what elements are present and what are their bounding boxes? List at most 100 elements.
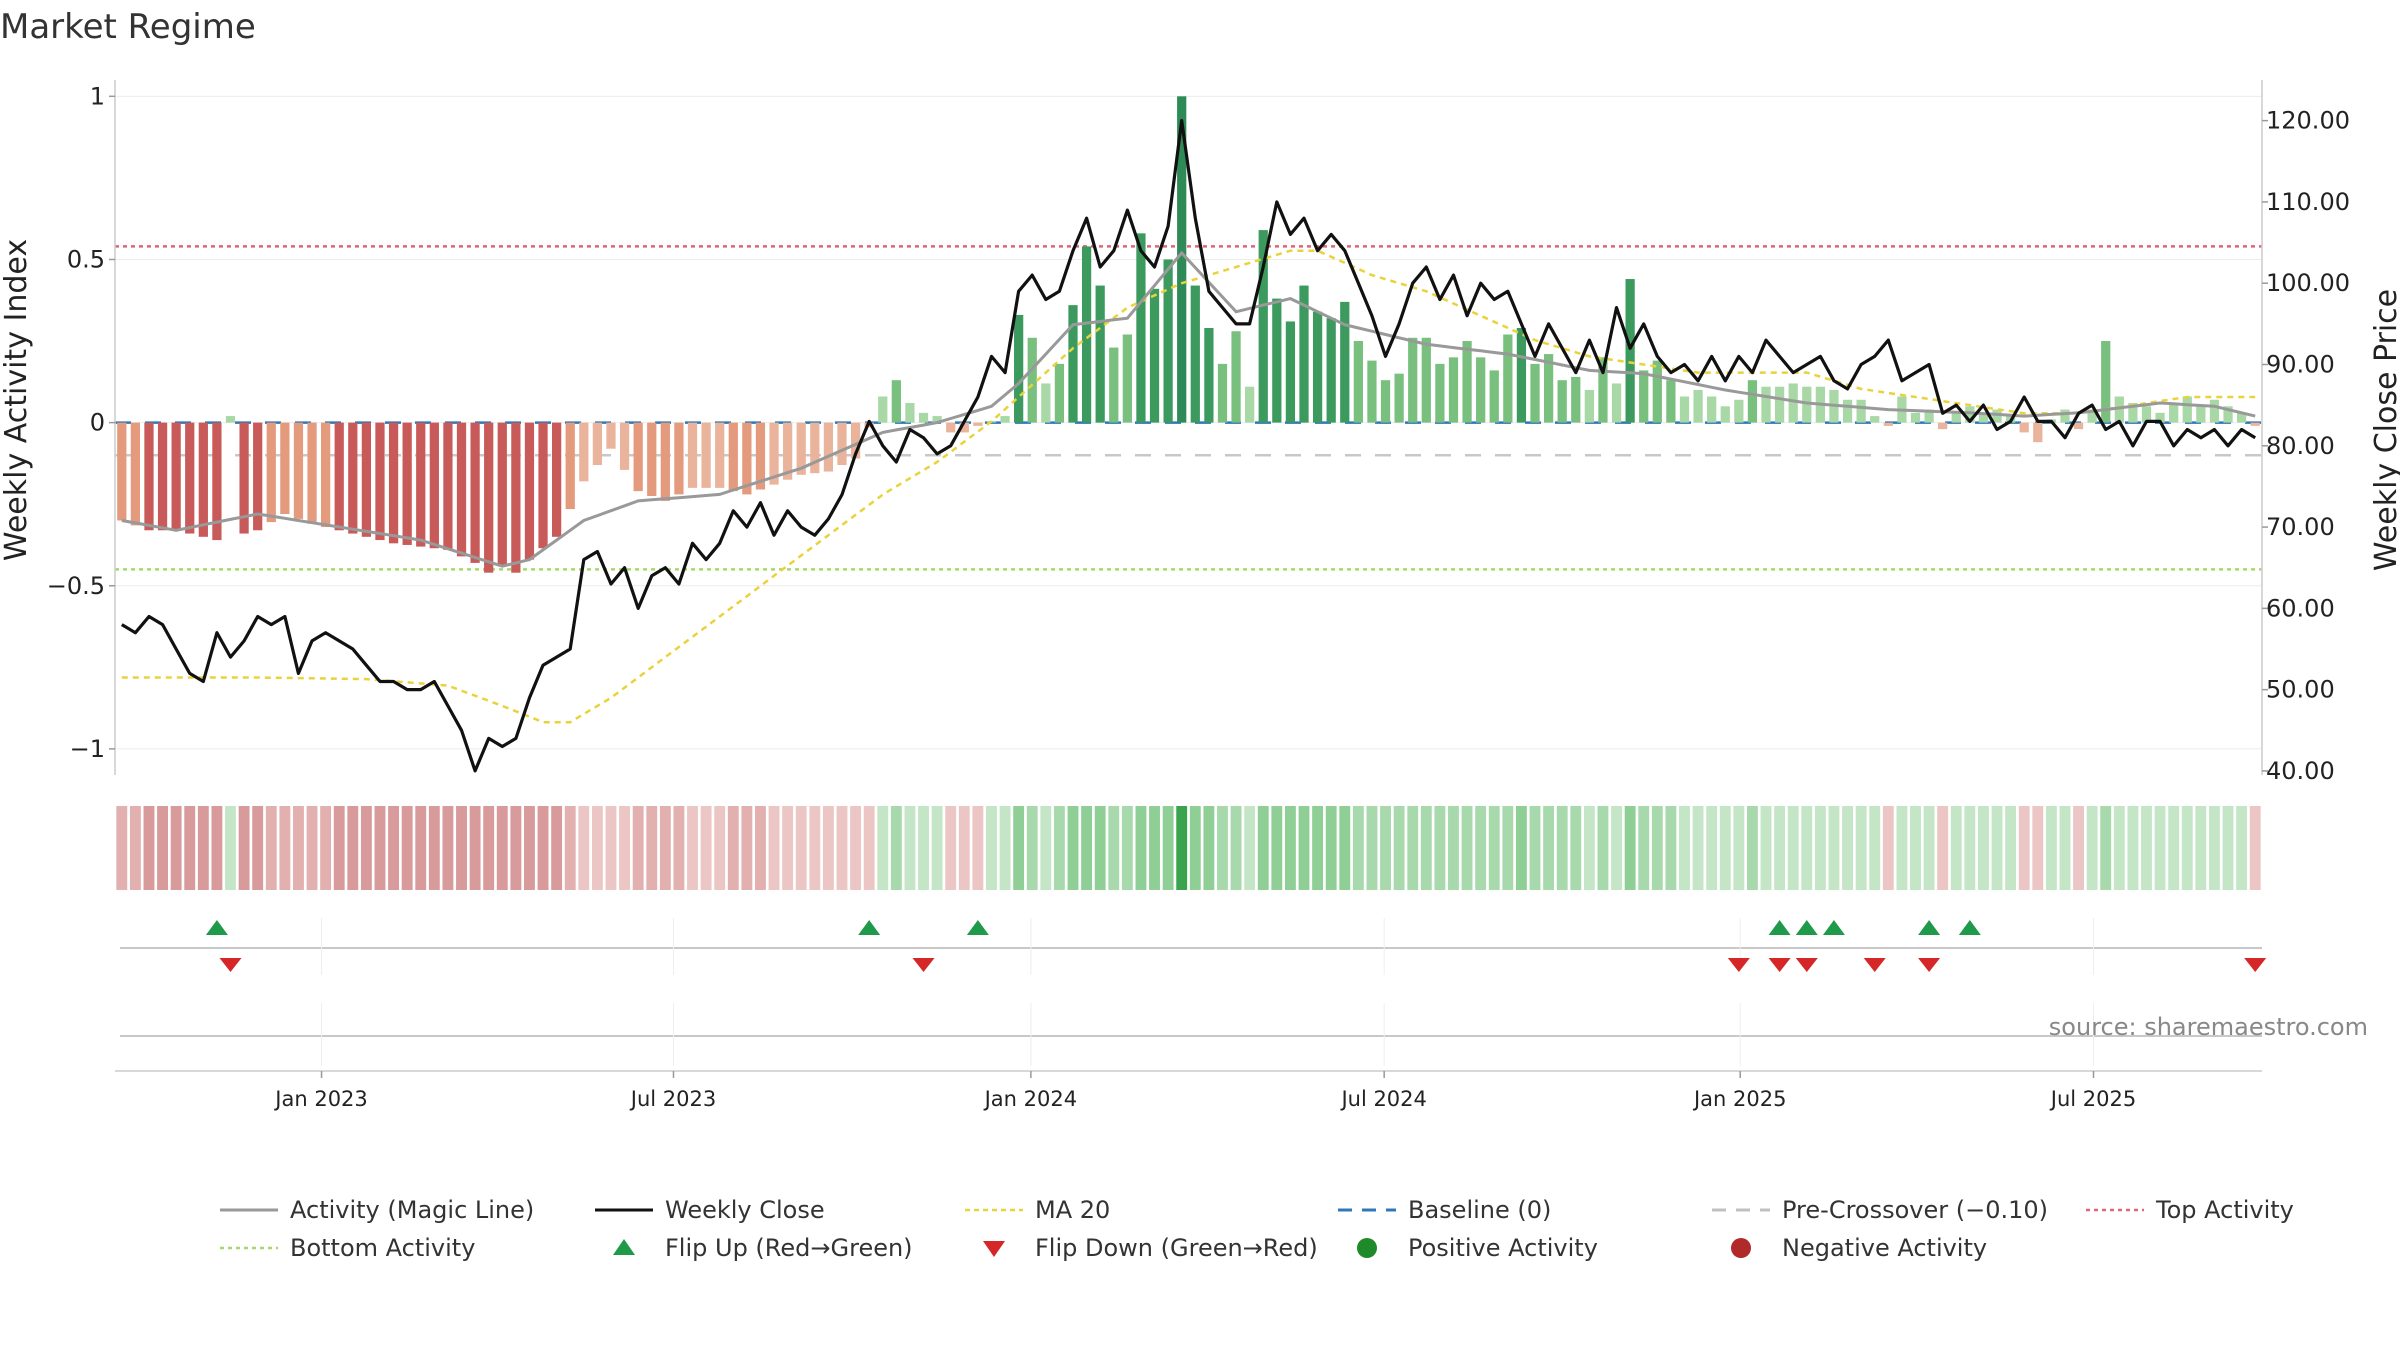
- activity-bar: [606, 422, 616, 449]
- activity-bar: [321, 422, 331, 528]
- right-axis-ticks: 120.00 110.00 100.00 90.00 80.00 70.00 60.00 50…: [2262, 107, 2350, 785]
- regime-strip-cell: [1760, 806, 1772, 890]
- activity-bar: [837, 422, 847, 466]
- regime-strip-cell: [1244, 806, 1256, 890]
- regime-strip-cell: [1733, 806, 1745, 890]
- activity-bar: [1747, 380, 1758, 423]
- regime-strip-cell: [211, 806, 223, 890]
- activity-bar: [361, 422, 372, 537]
- regime-strip-cell: [2059, 806, 2071, 890]
- activity-bar: [1774, 386, 1785, 423]
- regime-strip-cell: [1502, 806, 1514, 890]
- flip-down-marker: [219, 958, 242, 972]
- regime-strip-cell: [1991, 806, 2003, 890]
- regime-strip-cell: [1352, 806, 1364, 890]
- left-axis-label: Weekly Activity Index: [0, 239, 34, 561]
- right-tick-label: 110.00: [2266, 188, 2350, 216]
- activity-bar: [1992, 409, 2002, 423]
- activity-bar: [1177, 96, 1187, 423]
- activity-bar: [2114, 396, 2124, 423]
- regime-strip-cell: [197, 806, 209, 890]
- activity-bar: [334, 422, 344, 531]
- activity-bar: [266, 422, 276, 523]
- axes: [114, 80, 2263, 775]
- activity-bar: [728, 422, 738, 492]
- activity-bar: [171, 422, 181, 531]
- activity-bar: [1856, 399, 1866, 423]
- date-tick-label: Jan 2023: [273, 1087, 368, 1111]
- activity-bar: [2223, 406, 2233, 423]
- regime-strip-cell: [659, 806, 671, 890]
- reference-lines: [115, 245, 2262, 571]
- regime-strip-cell: [958, 806, 970, 890]
- activity-bar: [687, 422, 698, 488]
- regime-strip-cell: [836, 806, 848, 890]
- regime-strip-cell: [1719, 806, 1731, 890]
- activity-bar: [1910, 412, 1921, 423]
- activity-bar: [2209, 399, 2220, 423]
- activity-bar: [185, 422, 195, 534]
- activity-bar: [633, 422, 643, 492]
- activity-bar: [2033, 422, 2043, 443]
- regime-strip-cell: [537, 806, 549, 890]
- activity-bar: [1489, 370, 1499, 423]
- activity-bar: [1543, 354, 1554, 423]
- activity-bar: [783, 422, 793, 480]
- flip-up-marker: [1822, 920, 1845, 935]
- activity-bar: [1802, 386, 1812, 423]
- activity-bar: [239, 422, 249, 534]
- regime-strip-cell: [591, 806, 603, 890]
- legend-label: Baseline (0): [1408, 1196, 1551, 1224]
- regime-strip-cell: [1950, 806, 1962, 890]
- regime-strip-cell: [333, 806, 345, 890]
- activity-bar: [1353, 341, 1363, 423]
- regime-strip-cell: [442, 806, 454, 890]
- activity-bar: [1312, 311, 1323, 423]
- regime-strip-cell: [1842, 806, 1853, 890]
- regime-strip-cell: [1380, 806, 1391, 890]
- regime-strip-cell: [1189, 806, 1201, 890]
- activity-bar: [1571, 376, 1581, 423]
- date-tick-label: Jan 2025: [1692, 1087, 1787, 1111]
- activity-bar: [130, 422, 141, 526]
- regime-strip-cell: [890, 806, 902, 890]
- left-tick-label: −1: [70, 735, 105, 763]
- regime-strip: [116, 806, 2261, 890]
- legend-swatch: [983, 1241, 1005, 1257]
- regime-strip-cell: [1366, 806, 1378, 890]
- activity-bar: [443, 422, 453, 550]
- regime-strip-cell: [1583, 806, 1595, 890]
- regime-strip-cell: [428, 806, 440, 890]
- regime-strip-cell: [1611, 806, 1622, 890]
- activity-bar: [973, 422, 983, 426]
- regime-strip-cell: [741, 806, 753, 890]
- activity-bar: [470, 422, 480, 563]
- activity-bar: [1245, 386, 1255, 423]
- regime-strip-cell: [945, 806, 957, 890]
- regime-strip-cell: [1176, 806, 1188, 890]
- activity-bar: [1516, 327, 1527, 423]
- activity-bar: [524, 422, 535, 560]
- regime-strip-cell: [1679, 806, 1690, 890]
- flip-down-marker: [1727, 958, 1750, 972]
- regime-strip-cell: [986, 806, 997, 890]
- regime-strip-cell: [2032, 806, 2044, 890]
- activity-bar: [1380, 380, 1391, 423]
- activity-bar: [280, 422, 290, 514]
- activity-bar: [1530, 363, 1540, 423]
- activity-bar: [1217, 363, 1228, 423]
- regime-strip-cell: [279, 806, 291, 890]
- regime-strip-cell: [564, 806, 576, 890]
- regime-strip-cell: [1461, 806, 1473, 890]
- regime-strip-cell: [673, 806, 685, 890]
- right-tick-label: 90.00: [2266, 351, 2335, 379]
- activity-bar: [619, 422, 630, 470]
- activity-bar: [1272, 298, 1282, 423]
- regime-strip-cell: [2209, 806, 2220, 890]
- legend-label: Bottom Activity: [290, 1234, 475, 1262]
- regime-strip-cell: [1787, 806, 1799, 890]
- activity-bar: [592, 422, 603, 466]
- activity-bar: [769, 422, 779, 485]
- regime-strip-cell: [2005, 806, 2017, 890]
